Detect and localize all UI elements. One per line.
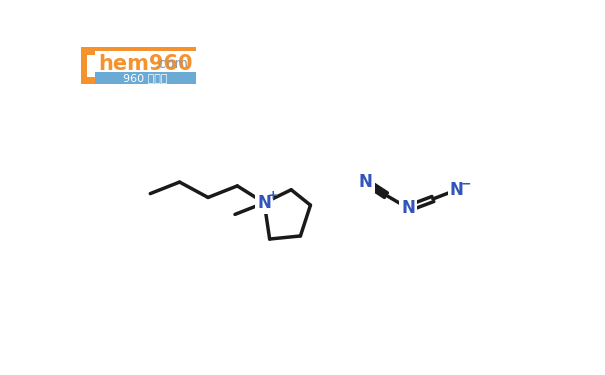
- Text: N: N: [450, 181, 463, 199]
- Polygon shape: [81, 47, 95, 84]
- Text: −: −: [461, 177, 471, 190]
- Text: N: N: [257, 194, 271, 212]
- Text: .com: .com: [154, 57, 188, 71]
- Polygon shape: [95, 72, 197, 84]
- Text: N: N: [359, 173, 373, 191]
- Text: hem960: hem960: [98, 54, 192, 74]
- Text: 960 化工网: 960 化工网: [123, 73, 168, 83]
- Text: +: +: [267, 189, 278, 202]
- Polygon shape: [95, 47, 197, 51]
- Text: N: N: [401, 199, 415, 217]
